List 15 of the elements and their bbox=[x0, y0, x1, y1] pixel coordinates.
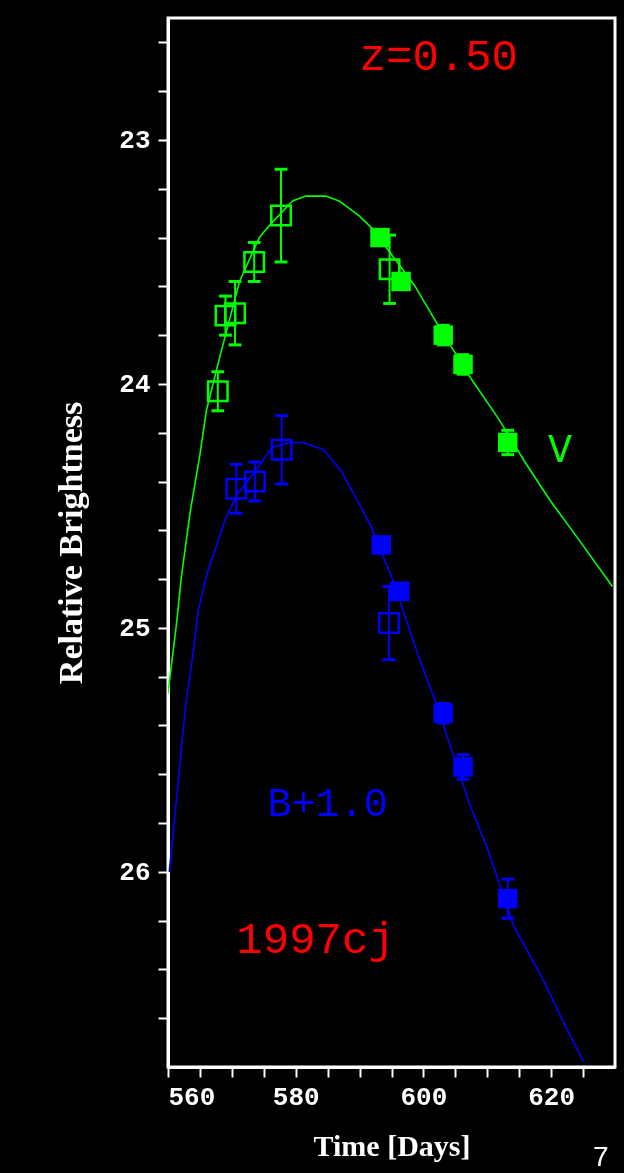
series-label: B+1.0 bbox=[267, 782, 388, 828]
text: 7 bbox=[593, 1141, 609, 1172]
x-tick-label: 620 bbox=[528, 1082, 576, 1113]
annotation: z=0.50 bbox=[359, 33, 519, 84]
x-tick-label: 560 bbox=[168, 1082, 216, 1113]
series-label: V bbox=[547, 428, 572, 474]
y-tick-label: 25 bbox=[119, 614, 151, 645]
y-axis-title: Relative Brightness bbox=[52, 401, 90, 685]
y-tick-label: 26 bbox=[119, 858, 151, 889]
annotation: 1997cj bbox=[236, 916, 395, 967]
x-tick-label: 600 bbox=[400, 1082, 448, 1113]
x-tick-label: 580 bbox=[272, 1082, 320, 1113]
y-tick-label: 24 bbox=[119, 370, 151, 401]
x-axis-title: Time [Days] bbox=[313, 1128, 471, 1162]
y-tick-label: 23 bbox=[119, 126, 151, 157]
